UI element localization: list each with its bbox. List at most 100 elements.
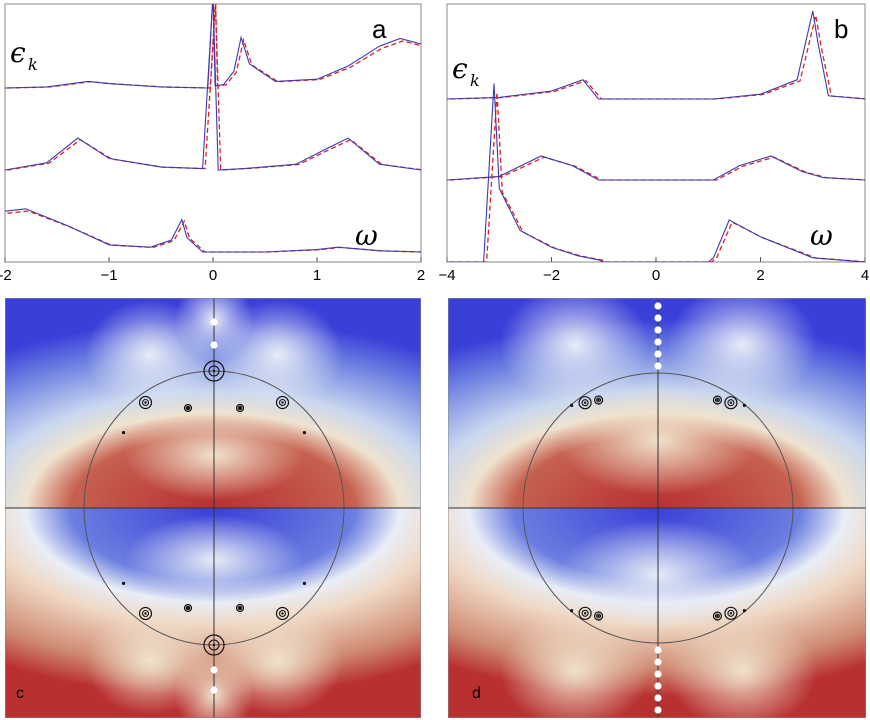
zero-marker: [183, 603, 193, 613]
panel-b-x-axis: −4 −2 0 2 4: [438, 257, 869, 284]
x-tick-label: 0: [652, 267, 660, 284]
x-tick-label: 4: [861, 267, 869, 284]
zero-marker: [203, 634, 225, 656]
panel-a-x-axis: -2 −1 0 1 2: [0, 257, 425, 284]
pole-dot: [583, 401, 587, 404]
pole-dot: [729, 612, 733, 615]
zero-marker: [724, 396, 738, 410]
series-line-solid-bottom: [447, 83, 865, 262]
white-dot: [654, 670, 662, 678]
zero-marker-inner: [185, 605, 191, 611]
pole-dot: [186, 606, 190, 610]
series-line-solid-top: [5, 4, 421, 89]
zero-marker-inner: [278, 398, 287, 407]
zero-marker-inner: [208, 639, 220, 651]
zero-marker: [203, 360, 225, 382]
x-tick-label: −2: [543, 267, 560, 284]
zero-marker-inner: [141, 398, 150, 407]
zero-marker-inner: [278, 609, 287, 618]
zero-marker-inner: [727, 609, 735, 617]
panel-d: d: [448, 298, 866, 718]
pole-dot: [212, 643, 216, 647]
pole-dot: [597, 614, 600, 618]
pole-dot: [238, 406, 242, 410]
zero-marker: [578, 606, 592, 620]
panel-a-epsilon-subscript: k: [28, 55, 38, 74]
zero-marker-inner: [185, 405, 191, 411]
zero-marker: [183, 403, 193, 413]
zero-marker-inner: [141, 609, 150, 618]
white-dot: [654, 706, 662, 714]
zero-marker: [712, 395, 723, 405]
pole-dot: [716, 614, 719, 618]
series-line-solid-middle: [447, 155, 865, 181]
panel-b-plot-area: [447, 10, 865, 262]
panel-b-epsilon-subscript: k: [470, 71, 480, 90]
pole-dot: [212, 369, 216, 373]
pole-dot: [743, 404, 746, 407]
zero-marker-inner: [714, 397, 720, 403]
white-dot: [654, 658, 662, 666]
white-dot: [210, 666, 218, 674]
panel-a-plot-area: [5, 4, 421, 253]
panel-d-letter: d: [472, 685, 481, 702]
pole-dot: [144, 401, 147, 404]
panel-b-omega-label: ω: [810, 219, 833, 252]
zero-marker-inner: [581, 609, 589, 617]
pole-dot: [186, 406, 190, 410]
white-dot: [654, 314, 662, 322]
white-dot: [210, 341, 218, 349]
panel-c-markers: [121, 318, 307, 694]
pole-dot: [570, 404, 573, 407]
series-line-dashed-middle: [7, 4, 421, 171]
panel-a: -2 −1 0 1 2 a ϵ k ω: [0, 3, 425, 284]
series-line-solid-middle: [5, 4, 421, 171]
zero-marker-inner: [727, 399, 735, 407]
zero-marker: [235, 603, 245, 613]
zero-marker: [275, 606, 290, 621]
x-tick-label: -2: [0, 267, 12, 284]
pole-dot: [122, 582, 125, 585]
panel-c-letter: c: [16, 685, 24, 702]
x-tick-label: 1: [313, 267, 321, 284]
series-line-solid-top: [447, 10, 865, 100]
pole-dot: [570, 609, 573, 612]
zero-marker: [138, 395, 153, 410]
panel-a-letter: a: [372, 14, 387, 44]
zero-marker-inner: [714, 613, 720, 619]
panel-b-epsilon-label: ϵ: [452, 52, 468, 85]
pole-dot: [122, 431, 125, 434]
panel-d-markers: [569, 302, 747, 714]
white-dot: [654, 326, 662, 334]
white-dot: [654, 362, 662, 370]
white-dot: [210, 318, 218, 326]
pole-dot: [597, 398, 600, 402]
pole-dot: [743, 609, 746, 612]
zero-marker: [593, 611, 604, 621]
panel-c: c: [5, 298, 421, 718]
white-dot: [654, 694, 662, 702]
zero-marker-inner: [208, 365, 220, 377]
white-dot: [654, 350, 662, 358]
panel-b-frame: [446, 3, 866, 263]
zero-marker: [578, 396, 592, 410]
zero-marker-inner: [596, 397, 602, 403]
pole-dot: [238, 606, 242, 610]
x-tick-label: −4: [438, 267, 455, 284]
zero-marker: [138, 606, 153, 621]
pole-dot: [583, 612, 587, 615]
panel-d-pale-lobe: [667, 610, 817, 718]
zero-marker: [593, 395, 604, 405]
panel-d-pale-lobe: [667, 298, 817, 405]
x-tick-label: 2: [417, 267, 425, 284]
pole-dot: [716, 398, 719, 402]
pole-dot: [729, 401, 733, 404]
pole-dot: [281, 401, 284, 404]
white-dot: [210, 686, 218, 694]
x-tick-label: 2: [756, 267, 764, 284]
panel-b: −4 −2 0 2 4 b ϵ k ω: [438, 3, 869, 284]
zero-marker: [235, 403, 245, 413]
white-dot: [654, 338, 662, 346]
panel-a-epsilon-label: ϵ: [10, 36, 26, 69]
